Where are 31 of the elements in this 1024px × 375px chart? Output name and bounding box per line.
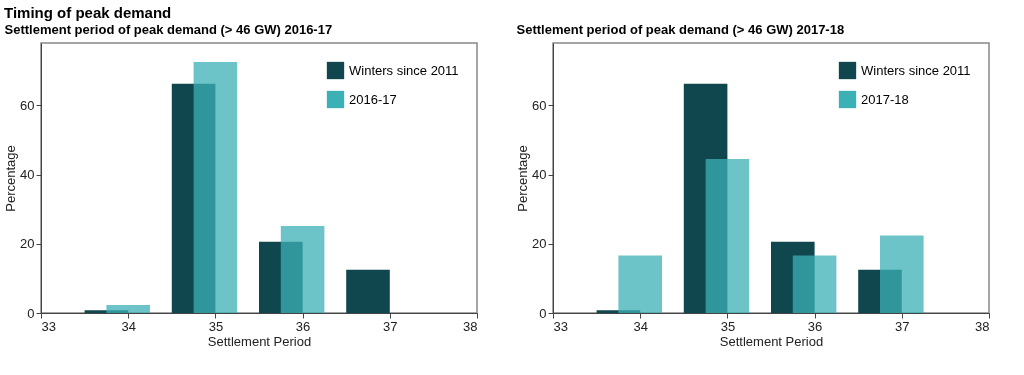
y-tick-label: 60 <box>20 97 35 113</box>
x-tick-label: 38 <box>463 318 478 334</box>
chart-title: Settlement period of peak demand (> 46 GW) 2017-18 <box>516 22 845 37</box>
y-tick-label: 40 <box>20 167 35 183</box>
x-tick-label: 35 <box>720 318 736 334</box>
x-tick-label: 36 <box>295 318 311 334</box>
y-axis-title: Percentage <box>3 145 19 212</box>
y-tick-label: 60 <box>532 97 547 113</box>
y-tick-label: 40 <box>532 167 547 183</box>
chart-title: Timing of peak demand <box>4 4 172 21</box>
legend-label: Winters since 2011 <box>861 62 971 78</box>
legend-label: 2017-18 <box>861 91 909 107</box>
x-axis-title: Settlement Period <box>207 333 312 349</box>
x-tick-label: 37 <box>383 318 398 334</box>
y-tick-label: 20 <box>20 236 35 252</box>
y-tick-label: 20 <box>532 236 547 252</box>
x-axis-title: Settlement Period <box>719 333 824 349</box>
y-tick-label: 0 <box>27 305 35 321</box>
legend-label: Winters since 2011 <box>349 62 459 78</box>
x-tick-label: 35 <box>208 318 224 334</box>
y-tick-label: 0 <box>539 305 547 321</box>
x-tick-label: 38 <box>975 318 990 334</box>
chart-subtitle: Settlement period of peak demand (> 46 GW) 2016-17 <box>4 22 333 37</box>
x-tick-label: 36 <box>807 318 823 334</box>
x-tick-label: 37 <box>895 318 910 334</box>
x-tick-label: 34 <box>121 318 136 334</box>
x-tick-label: 33 <box>41 318 56 334</box>
y-axis-title: Percentage <box>515 145 531 212</box>
x-tick-label: 34 <box>633 318 648 334</box>
x-tick-label: 33 <box>553 318 568 334</box>
legend-label: 2016-17 <box>349 91 397 107</box>
